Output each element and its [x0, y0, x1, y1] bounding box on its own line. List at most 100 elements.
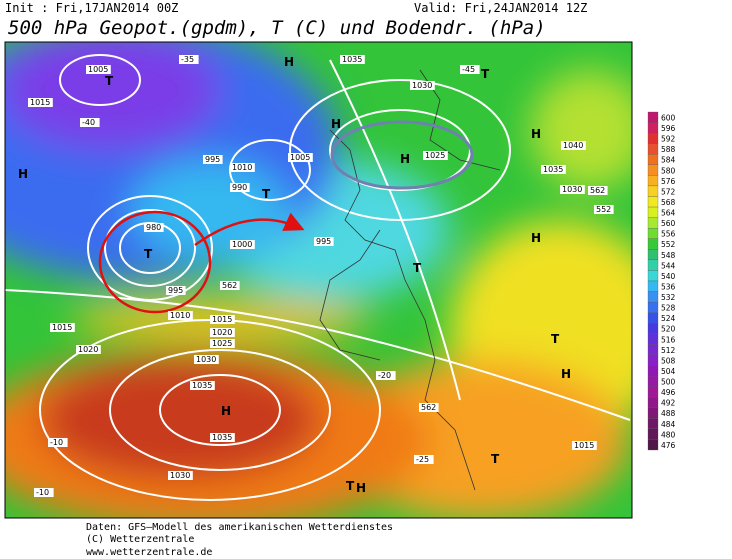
- isoline-label: 1015: [52, 323, 72, 332]
- legend-label: 540: [661, 272, 676, 281]
- legend-swatch: [647, 259, 659, 271]
- legend-label: 516: [661, 335, 676, 344]
- legend-swatch: [647, 206, 659, 218]
- isoline-label: 995: [168, 286, 183, 295]
- legend-swatch: [647, 270, 659, 282]
- label-box: [460, 65, 480, 74]
- pressure-center: H: [331, 117, 341, 131]
- pressure-center: H: [561, 367, 571, 381]
- label-box: [28, 98, 53, 107]
- map-frame: [4, 41, 633, 519]
- legend-label: 528: [661, 304, 676, 313]
- label-box: [203, 155, 223, 164]
- legend-swatch: [647, 375, 659, 387]
- isoline-label: 1030: [562, 185, 582, 194]
- isoline-label: 1005: [88, 65, 108, 74]
- legend-swatch: [647, 428, 659, 440]
- label-box: [410, 81, 435, 90]
- pressure-center: T: [551, 332, 560, 346]
- highlight-circle: [98, 210, 212, 314]
- legend-label: 600: [661, 113, 676, 122]
- label-box: [194, 355, 219, 364]
- isoline-label: 1030: [196, 355, 216, 364]
- label-box: [594, 205, 614, 214]
- legend-label: 488: [661, 409, 676, 418]
- footer-line: www.wetterzentrale.de: [86, 547, 212, 558]
- isoline-label: 1020: [212, 328, 232, 337]
- isoline-label: -20: [378, 371, 391, 380]
- label-box: [376, 371, 396, 380]
- isobars: [5, 54, 631, 501]
- legend-swatch: [647, 111, 659, 123]
- legend-label: 596: [661, 124, 676, 133]
- label-box: [340, 55, 365, 64]
- isoline-label: -35: [181, 55, 194, 64]
- legend-swatch: [647, 354, 659, 366]
- legend-swatch: [647, 291, 659, 303]
- legend-label: 568: [661, 198, 676, 207]
- legend-label: 580: [661, 166, 676, 175]
- label-box: [230, 240, 255, 249]
- legend-label: 584: [661, 156, 676, 165]
- pressure-center: H: [221, 404, 231, 418]
- legend-label: 508: [661, 356, 676, 365]
- legend-label: 532: [661, 293, 676, 302]
- label-box: [210, 328, 235, 337]
- isoline-label: 980: [146, 223, 161, 232]
- label-box: [230, 163, 255, 172]
- isoline-label: 995: [205, 155, 220, 164]
- label-box: [168, 311, 193, 320]
- pressure-center: H: [400, 152, 410, 166]
- isoline-label: 1040: [563, 141, 583, 150]
- legend-label: 476: [661, 441, 676, 450]
- label-box: [86, 65, 111, 74]
- legend-label: 552: [661, 240, 676, 249]
- footer-line: Daten: GFS–Modell des amerikanischen Wet…: [86, 522, 393, 533]
- pressure-center: T: [346, 479, 355, 493]
- legend-swatch: [647, 407, 659, 419]
- legend-label: 592: [661, 135, 676, 144]
- isoline-label: 1000: [232, 240, 252, 249]
- legend-swatch: [647, 228, 659, 239]
- label-box: [144, 223, 164, 232]
- legend-swatch: [647, 238, 659, 250]
- isoline-label: 990: [232, 183, 247, 192]
- isoline-label: 1035: [192, 381, 212, 390]
- label-box: [588, 186, 608, 195]
- pressure-center: H: [531, 127, 541, 141]
- isoline-label: 1035: [543, 165, 563, 174]
- legend-swatch: [647, 122, 659, 134]
- highlight-ellipse: [330, 120, 474, 190]
- pressure-center: H: [18, 167, 28, 181]
- pressure-center: H: [531, 231, 541, 245]
- init-time: Init : Fri,17JAN2014 00Z: [5, 1, 178, 15]
- legend-swatch: [647, 323, 659, 334]
- legend-label: 520: [661, 325, 676, 334]
- label-box: [414, 455, 434, 464]
- label-box: [210, 315, 235, 324]
- isoline-label: -10: [36, 488, 49, 497]
- pressure-center: H: [356, 481, 366, 495]
- map-title: 500 hPa Geopot.(gpdm), T (C) und Bodendr…: [8, 17, 546, 39]
- arrow: [194, 212, 305, 247]
- label-box: [80, 118, 100, 127]
- label-box: [48, 438, 68, 447]
- legend-swatch: [647, 196, 659, 208]
- isoline-label: 1030: [412, 81, 432, 90]
- label-box: [166, 286, 186, 295]
- legend-swatch: [647, 185, 659, 197]
- legend-label: 504: [661, 367, 676, 376]
- legend-swatch: [647, 164, 659, 176]
- temperature-field: [5, 42, 632, 518]
- legend-swatch: [647, 386, 659, 398]
- label-box: [210, 433, 235, 442]
- legend-label: 480: [661, 430, 676, 439]
- legend-label: 484: [661, 420, 676, 429]
- legend: 6005965925885845805765725685645605565525…: [647, 111, 676, 451]
- isoline-label: 1025: [212, 339, 232, 348]
- legend-swatch: [647, 418, 659, 430]
- label-box: [34, 488, 54, 497]
- isoline-label: -45: [462, 65, 475, 74]
